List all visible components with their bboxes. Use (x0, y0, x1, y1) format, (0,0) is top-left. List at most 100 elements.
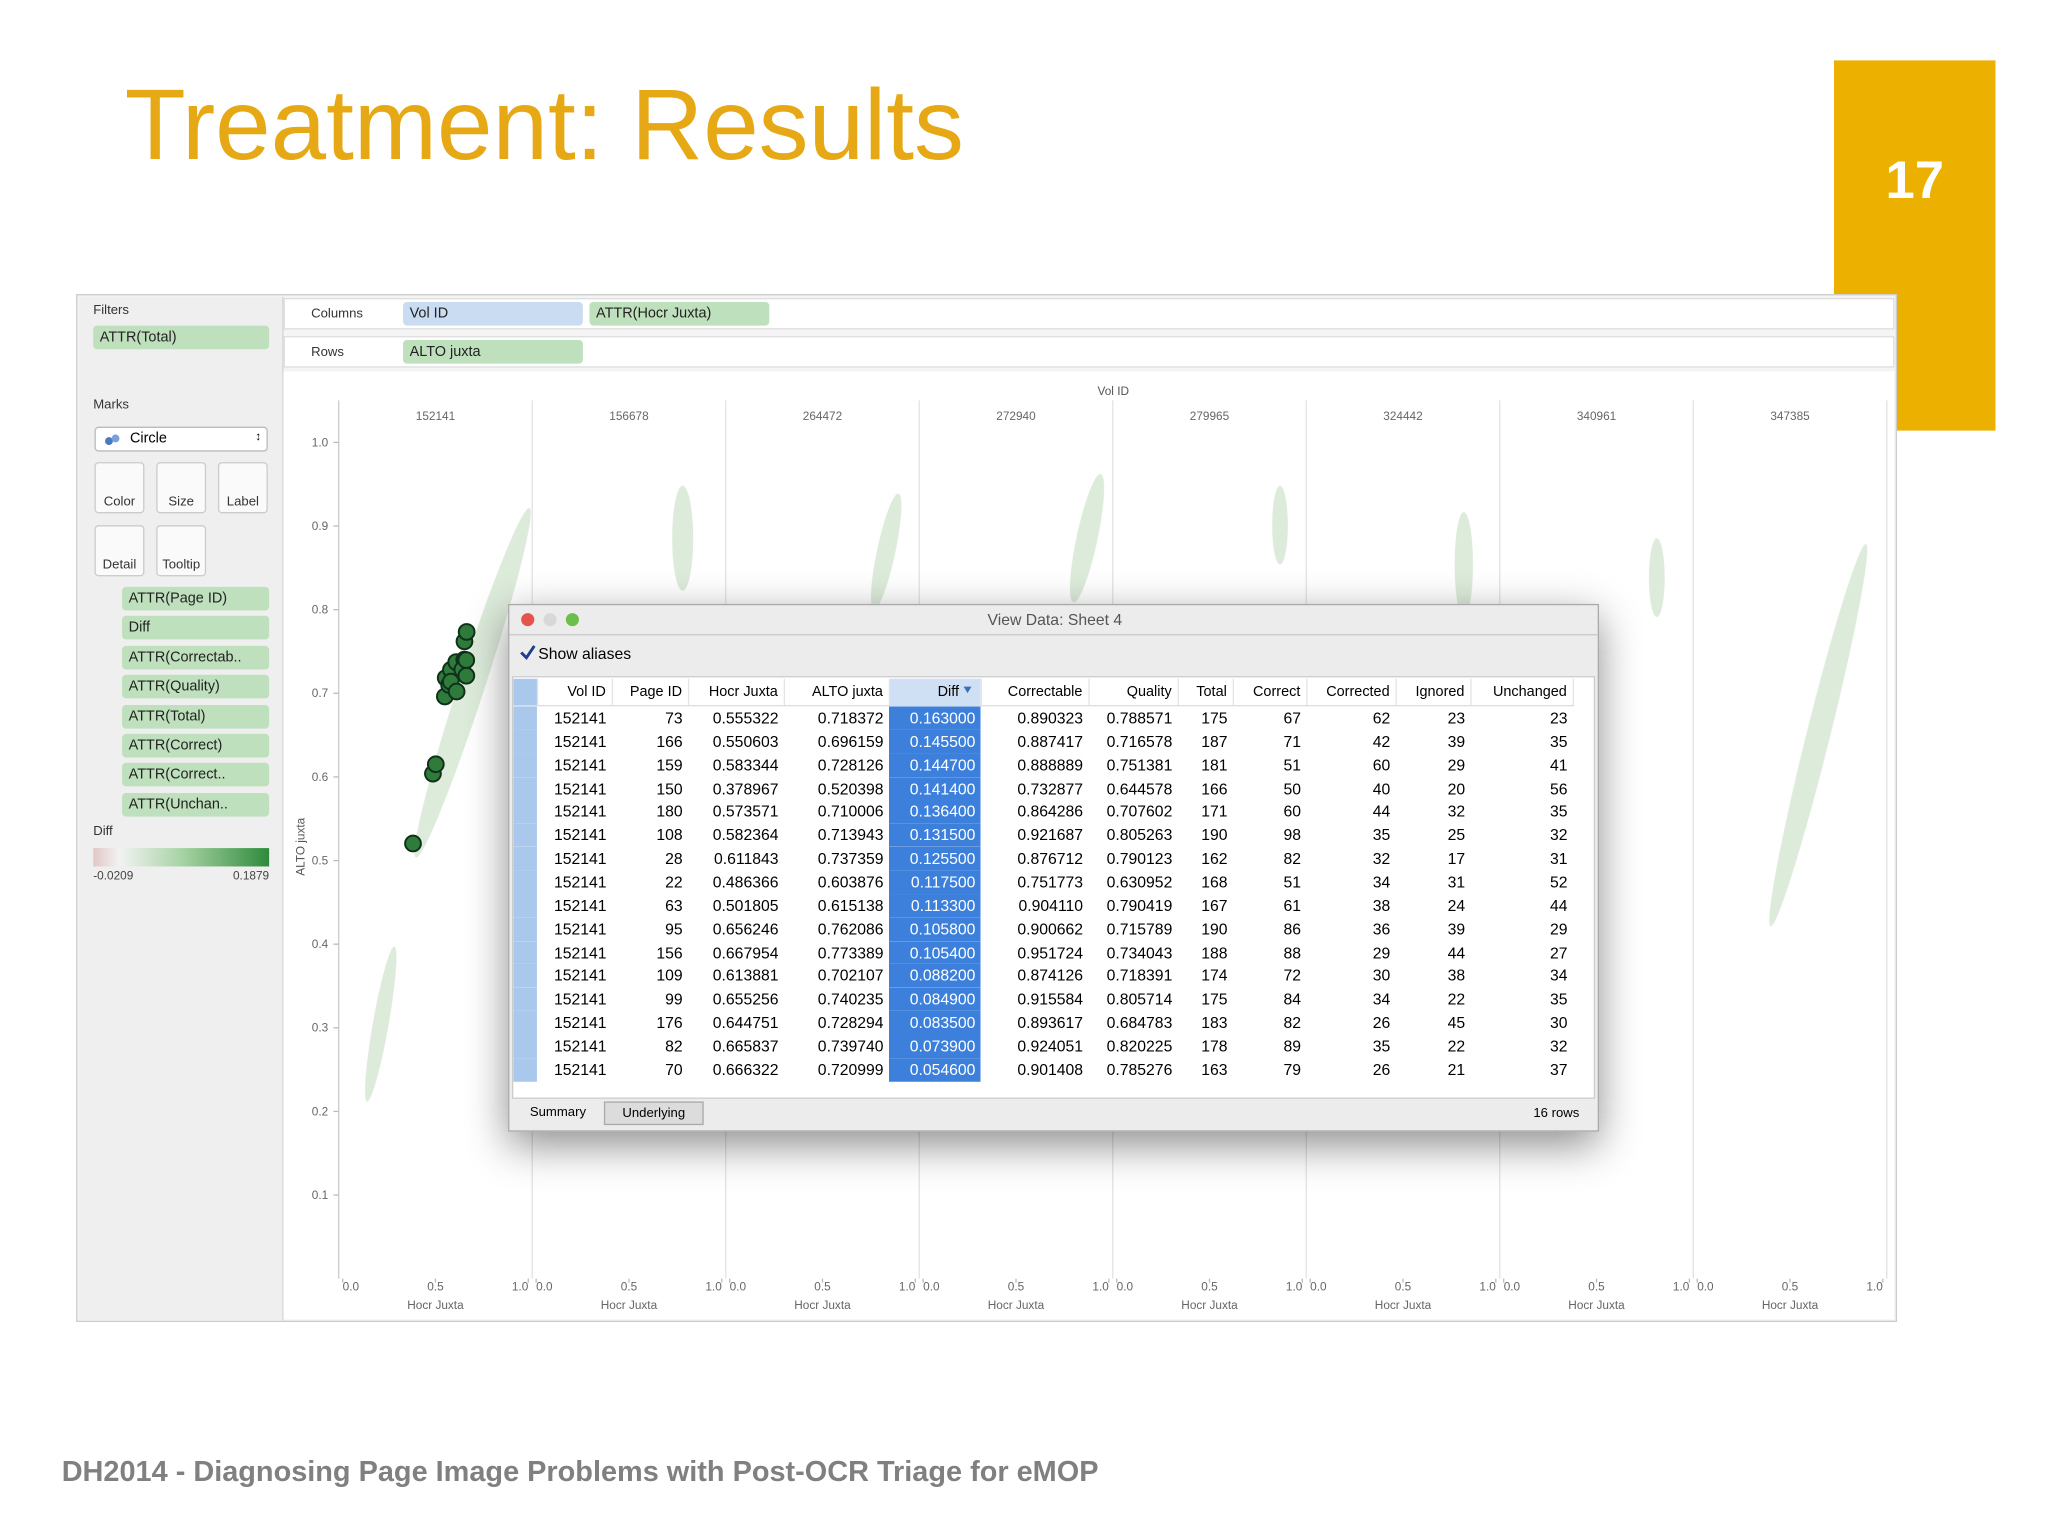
column-header[interactable]: Diff (888, 678, 982, 707)
table-cell: 44 (1372, 802, 1391, 821)
tab-underlying[interactable]: Underlying (603, 1101, 704, 1126)
table-cell: 0.900662 (1017, 919, 1084, 939)
table-cell: 95 (665, 919, 683, 939)
table-cell: 0.751381 (1106, 755, 1173, 775)
table-cell: 30 (1549, 1013, 1568, 1032)
table-cell: 0.740235 (817, 990, 884, 1009)
mark-button[interactable]: Detail (94, 525, 145, 577)
table-cell: 35 (1372, 826, 1391, 845)
table-cell: 188 (1201, 943, 1228, 962)
checkbox[interactable] (519, 643, 537, 661)
table-row: 152141 70 0.666322 0.720999 0.054600 0.901408… (513, 1057, 1572, 1082)
x-tick-label: 1.0 (1479, 1280, 1496, 1294)
table-cell: 0.876712 (1017, 849, 1084, 868)
table-cell: 0.105400 (888, 940, 981, 965)
table-cell: 0.644751 (712, 1013, 779, 1032)
table-row: 152141 28 0.611843 0.737359 0.125500 0.876712… (513, 846, 1572, 871)
mark-button[interactable]: Label (217, 462, 268, 514)
column-header[interactable]: Correct (1232, 678, 1307, 707)
y-tick-label: 0.6 (312, 770, 329, 784)
row-strip (513, 846, 537, 871)
table-cell: 181 (1201, 755, 1228, 775)
table-cell: 180 (656, 802, 683, 821)
mark-button[interactable]: Size (156, 462, 207, 514)
row-strip (513, 1034, 537, 1058)
table-cell: 0.084900 (888, 987, 981, 1012)
table-cell: 152141 (553, 732, 607, 751)
table-cell: 73 (665, 708, 683, 728)
minimize[interactable] (543, 613, 557, 627)
mark-button[interactable]: Tooltip (156, 525, 207, 577)
panel-label: 324442 (1383, 409, 1422, 423)
table-area (511, 676, 1596, 1099)
filter-pill: ATTR(Total) (93, 325, 270, 350)
column-header[interactable]: Total (1177, 678, 1234, 707)
table-cell: 22 (1447, 1037, 1466, 1056)
table-cell: 0.573571 (712, 802, 779, 821)
zoom[interactable] (565, 613, 579, 627)
show-aliases: Show aliases (538, 644, 632, 663)
column-header[interactable]: Correctable (980, 678, 1089, 707)
mark-type-dropdown[interactable]: Circle ↕ (94, 426, 268, 452)
marks-label: Marks (93, 397, 129, 413)
column-header[interactable]: ALTO juxta (783, 678, 890, 707)
table-row: 152141 22 0.486366 0.603876 0.117500 0.751773… (513, 870, 1572, 894)
table-cell: 0.665837 (712, 1037, 779, 1056)
legend-min: -0.0209 (93, 869, 134, 883)
table-row: 152141 156 0.667954 0.773389 0.105400 0.95172… (513, 940, 1572, 965)
table-cell: 0.788571 (1106, 708, 1173, 728)
table-cell: 32 (1372, 849, 1391, 868)
table-cell: 98 (1283, 826, 1302, 845)
row-strip (513, 705, 537, 730)
table-cell: 44 (1447, 943, 1466, 962)
table-cell: 0.582364 (712, 826, 779, 845)
table-cell: 0.656246 (712, 919, 779, 939)
table-cell: 150 (656, 779, 683, 798)
table-cell: 190 (1201, 919, 1228, 939)
table-cell: 175 (1201, 708, 1228, 728)
column-pill: Vol ID (403, 301, 583, 326)
column-header[interactable]: Page ID (611, 678, 689, 707)
table-cell: 0.644578 (1106, 779, 1173, 798)
column-header[interactable]: Corrected (1306, 678, 1397, 707)
table-cell: 31 (1447, 872, 1466, 892)
x-tick-label: 0.0 (1504, 1280, 1521, 1294)
header-row: Vol ID Page ID Hocr Juxta ALTO juxta Diff Cor… (513, 678, 1574, 707)
footer: DH2014 - Diagnosing Page Image Problems … (61, 1454, 1099, 1488)
x-tick-label: 1.0 (1673, 1280, 1690, 1294)
table-cell: 0.739740 (817, 1037, 884, 1056)
table-cell: 0.696159 (817, 732, 884, 751)
table-cell: 0.737359 (817, 849, 884, 868)
column-header[interactable]: Unchanged (1470, 678, 1574, 707)
close[interactable] (521, 613, 535, 627)
row-strip (513, 1011, 537, 1035)
x-tick-label: 0.5 (1201, 1280, 1218, 1294)
table-cell: 152141 (553, 779, 607, 798)
mark-button[interactable]: Color (94, 462, 145, 514)
y-tick-label: 0.2 (312, 1104, 328, 1118)
sidebar: Filters Marks Circle ↕ Diff -0.0209 0.18… (78, 296, 284, 1321)
column-header[interactable]: Vol ID (536, 678, 613, 707)
row-strip (513, 753, 537, 777)
mark-pill: ATTR(Page ID) (122, 586, 270, 611)
table-cell: 159 (656, 755, 683, 775)
table-cell: 0.921687 (1017, 826, 1084, 845)
table-cell: 0.890323 (1017, 708, 1084, 728)
column-header[interactable]: Quality (1088, 678, 1179, 707)
table-cell: 0.117500 (888, 870, 981, 894)
table-row: 152141 95 0.656246 0.762086 0.105800 0.900662… (513, 917, 1572, 941)
table-cell: 0.611843 (713, 849, 779, 868)
table-cell: 0.805263 (1106, 826, 1173, 845)
column-header[interactable]: Hocr Juxta (687, 678, 785, 707)
x-axis-label: Hocr Juxta (988, 1298, 1045, 1312)
row-pill: ALTO juxta (403, 340, 583, 364)
column-header[interactable]: Ignored (1395, 678, 1472, 707)
table-cell: 34 (1549, 966, 1568, 986)
table-cell: 0.555322 (712, 708, 779, 728)
y-axis-label: ALTO juxta (294, 817, 308, 875)
tab-summary[interactable]: Summary (511, 1101, 604, 1126)
table-cell: 183 (1201, 1013, 1228, 1032)
table-cell: 152141 (553, 896, 607, 915)
table-cell: 0.893617 (1017, 1013, 1084, 1032)
row-count: 16 rows (1533, 1106, 1580, 1122)
